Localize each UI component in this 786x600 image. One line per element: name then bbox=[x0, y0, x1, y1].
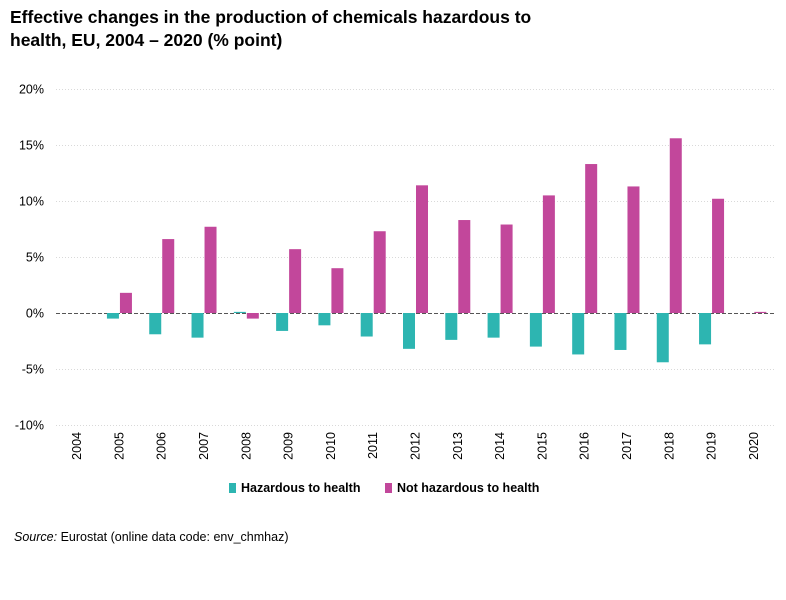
x-tick-label: 2014 bbox=[493, 432, 507, 460]
bar-hazardous-2010 bbox=[318, 313, 331, 326]
source-note: Source: Eurostat (online data code: env_… bbox=[14, 530, 289, 544]
y-tick-label: 15% bbox=[19, 139, 44, 153]
bar-hazardous-2017 bbox=[614, 313, 627, 350]
x-tick-label: 2010 bbox=[324, 432, 338, 460]
legend-swatch bbox=[229, 483, 236, 493]
x-tick-label: 2004 bbox=[70, 432, 84, 460]
bar-not-hazardous-2005 bbox=[119, 292, 132, 313]
bar-hazardous-2005 bbox=[106, 313, 119, 319]
x-tick-label: 2016 bbox=[578, 432, 592, 460]
chart-title: Effective changes in the production of c… bbox=[10, 6, 710, 52]
bar-not-hazardous-2016 bbox=[585, 164, 598, 313]
source-label: Source: bbox=[14, 530, 58, 544]
x-tick-label: 2012 bbox=[409, 432, 423, 460]
bar-not-hazardous-2019 bbox=[712, 198, 725, 313]
x-tick-label: 2017 bbox=[620, 432, 634, 460]
bar-not-hazardous-2012 bbox=[416, 185, 428, 313]
legend-label: Hazardous to health bbox=[241, 481, 360, 495]
bar-not-hazardous-2009 bbox=[289, 249, 302, 313]
bar-hazardous-2019 bbox=[699, 313, 712, 345]
bar-hazardous-2018 bbox=[656, 313, 669, 363]
bar-hazardous-2006 bbox=[149, 313, 162, 335]
x-tick-label: 2008 bbox=[239, 432, 253, 460]
y-tick-label: 5% bbox=[26, 251, 44, 265]
bar-hazardous-2016 bbox=[572, 313, 585, 355]
x-tick-label: 2005 bbox=[112, 432, 126, 460]
bar-not-hazardous-2011 bbox=[373, 231, 386, 313]
x-tick-label: 2009 bbox=[282, 432, 296, 460]
x-tick-label: 2020 bbox=[747, 432, 761, 460]
y-tick-label: 10% bbox=[19, 195, 44, 209]
y-tick-label: -5% bbox=[22, 363, 44, 377]
y-tick-label: -10% bbox=[15, 419, 44, 433]
bar-not-hazardous-2018 bbox=[669, 138, 682, 313]
x-tick-label: 2007 bbox=[197, 432, 211, 460]
legend-swatch bbox=[385, 483, 392, 493]
y-tick-label: 0% bbox=[26, 307, 44, 321]
bar-hazardous-2012 bbox=[403, 313, 415, 349]
bar-hazardous-2013 bbox=[445, 313, 458, 340]
chart-title-line-1: Effective changes in the production of c… bbox=[10, 7, 532, 27]
x-tick-label: 2011 bbox=[366, 432, 380, 459]
bar-not-hazardous-2010 bbox=[331, 268, 344, 313]
bar-not-hazardous-2014 bbox=[500, 224, 513, 313]
bar-not-hazardous-2017 bbox=[627, 186, 640, 313]
x-tick-label: 2013 bbox=[451, 432, 465, 460]
bar-not-hazardous-2006 bbox=[162, 239, 175, 313]
x-tick-label: 2018 bbox=[662, 432, 676, 460]
legend-label: Not hazardous to health bbox=[397, 481, 539, 495]
bar-hazardous-2014 bbox=[487, 313, 500, 338]
x-tick-label: 2006 bbox=[155, 432, 169, 460]
bar-hazardous-2008 bbox=[233, 311, 246, 313]
bar-hazardous-2015 bbox=[529, 313, 542, 347]
bar-hazardous-2009 bbox=[276, 313, 289, 331]
y-tick-label: 20% bbox=[19, 83, 44, 97]
source-text: Eurostat (online data code: env_chmhaz) bbox=[60, 530, 289, 544]
bar-not-hazardous-2020 bbox=[754, 311, 767, 313]
chart-title-line-2: health, EU, 2004 – 2020 (% point) bbox=[10, 30, 283, 50]
bar-not-hazardous-2008 bbox=[246, 313, 259, 319]
bar-hazardous-2011 bbox=[360, 313, 373, 337]
x-tick-label: 2019 bbox=[705, 432, 719, 460]
bar-not-hazardous-2013 bbox=[458, 220, 471, 313]
x-tick-label: 2015 bbox=[535, 432, 549, 460]
bar-not-hazardous-2007 bbox=[204, 226, 217, 313]
bar-not-hazardous-2015 bbox=[542, 195, 555, 313]
bar-hazardous-2007 bbox=[191, 313, 204, 338]
